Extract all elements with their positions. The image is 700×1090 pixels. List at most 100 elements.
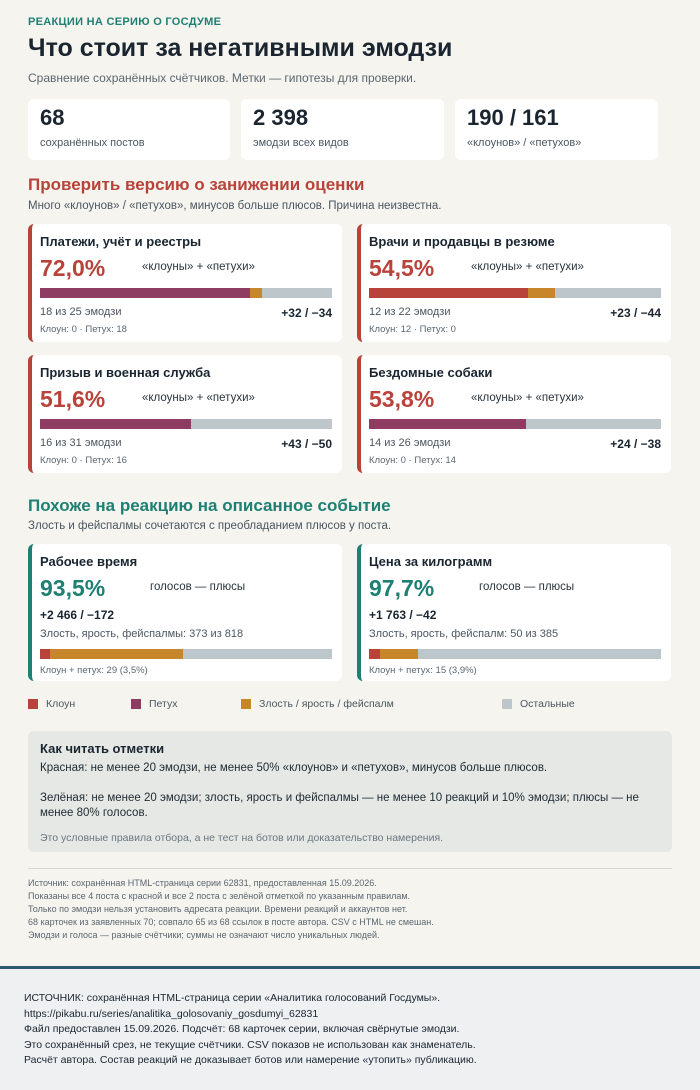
legend-item-anger: Злость / ярость / фейспалм [241,698,394,710]
footer-line: Это сохранённый срез, не текущие счётчик… [24,1038,476,1051]
card-percent-label: «клоуны» + «петухи» [471,392,584,404]
card-delta: +43 / −50 [281,437,332,451]
divider [28,868,672,869]
segment-other [418,649,661,659]
kpi-label: эмодзи всех видов [253,137,349,149]
composition-bar [369,649,661,659]
footer-url: https://pikabu.ru/series/analitika_golos… [24,1007,319,1020]
green-card: Цена за килограмм 97,7% голосов — плюсы … [357,544,671,681]
card-title: Цена за килограмм [369,554,493,569]
composition-bar [40,288,332,298]
segment-other [183,649,332,659]
note-green-rule: Зелёная: не менее 20 эмодзи; злость, яро… [40,792,639,819]
note-red-rule: Красная: не менее 20 эмодзи, не менее 50… [40,762,548,774]
source-notes: Источник: сохранённая HTML-страница сери… [28,877,434,942]
page-subtitle: Сравнение сохранённых счётчиков. Метки —… [28,71,417,85]
composition-bar [369,419,661,429]
segment-rooster [369,419,527,429]
legend-label: Клоун [46,698,76,710]
red-card: Бездомные собаки 53,8% «клоуны» + «петух… [357,355,671,473]
segment-other [190,419,332,429]
source-line: 68 карточек из заявленных 70; совпало 65… [28,917,434,927]
legend-swatch [241,699,251,709]
composition-bar [40,649,332,659]
card-percent: 97,7% [369,575,435,601]
card-title: Призыв и военная служба [40,365,211,380]
card-title: Платежи, учёт и реестры [40,234,202,249]
card-breakdown: Клоун: 12 · Петух: 0 [369,324,456,335]
page-title: Что стоит за негативными эмодзи [28,34,453,62]
card-breakdown: Клоун + петух: 29 (3,5%) [40,665,148,676]
red-card: Призыв и военная служба 51,6% «клоуны» +… [28,355,342,473]
card-percent: 72,0% [40,255,106,281]
segment-other [261,288,332,298]
legend-item-rooster: Петух [131,698,177,710]
note-title: Как читать отметки [40,741,165,756]
kpi-label: «клоунов» / «петухов» [467,137,582,149]
red-card: Платежи, учёт и реестры 72,0% «клоуны» +… [28,224,342,342]
legend-item-other: Остальные [502,698,575,710]
card-percent: 51,6% [40,386,106,412]
footer-line: ИСТОЧНИК: сохранённая HTML-страница сери… [24,992,441,1004]
source-line: Эмодзи и голоса — разные счётчики; суммы… [28,930,380,940]
segment-other [554,288,661,298]
kpi-value: 190 / 161 [467,105,559,130]
card-delta: +23 / −44 [610,306,661,320]
legend-label: Остальные [520,698,575,710]
kpi-emoji: 2 398 эмодзи всех видов [241,99,444,160]
card-delta: +24 / −38 [610,437,661,451]
how-to-read-note: Как читать отметки Красная: не менее 20 … [28,731,672,852]
segment-anger [528,288,555,298]
legend-item-clown: Клоун [28,698,75,710]
segment-rooster [40,288,251,298]
source-line: Источник: сохранённая HTML-страница сери… [28,878,377,888]
card-title: Врачи и продавцы в резюме [369,234,555,249]
card-percent-label: «клоуны» + «петухи» [142,261,255,273]
card-anger-line: Злость, ярость, фейспалмы: 373 из 818 [40,628,244,640]
card-percent-label: «клоуны» + «петухи» [471,261,584,273]
source-line: Только по эмодзи нельзя установить адрес… [28,904,408,914]
kpi-label: сохранённых постов [40,137,145,149]
red-section-subtitle: Много «клоунов» / «петухов», минусов бол… [28,200,442,212]
legend-swatch [131,699,141,709]
segment-anger [250,288,262,298]
kpi-value: 68 [40,105,65,130]
card-breakdown: Клоун: 0 · Петух: 18 [40,324,127,335]
composition-bar [40,419,332,429]
red-card: Врачи и продавцы в резюме 54,5% «клоуны»… [357,224,671,342]
source-line: Показаны все 4 поста с красной и все 2 п… [28,891,411,901]
segment-clown [369,649,381,659]
card-count: 14 из 26 эмодзи [369,437,451,449]
segment-other [526,419,661,429]
card-delta: +32 / −34 [281,306,332,320]
footer-line: Расчёт автора. Состав реакций не доказыв… [24,1054,477,1066]
card-percent: 93,5% [40,575,106,601]
card-count: 12 из 22 эмодзи [369,306,451,318]
footer-line: Файл предоставлен 15.09.2026. Подсчёт: 6… [24,1023,460,1035]
segment-rooster [40,419,191,429]
card-percent-label: «клоуны» + «петухи» [142,392,255,404]
segment-clown [369,288,529,298]
card-count: 18 из 25 эмодзи [40,306,122,318]
legend-label: Злость / ярость / фейспалм [259,698,394,710]
green-section-title: Похоже на реакцию на описанное событие [28,496,391,515]
card-delta: +2 466 / −172 [40,608,115,622]
card-percent: 53,8% [369,386,435,412]
card-title: Рабочее время [40,554,138,569]
card-breakdown: Клоун + петух: 15 (3,9%) [369,665,477,676]
footer: ИСТОЧНИК: сохранённая HTML-страница сери… [0,966,700,1090]
kpi-value: 2 398 [253,105,309,130]
legend-swatch [28,699,38,709]
card-percent-label: голосов — плюсы [479,581,575,593]
segment-clown [40,649,51,659]
segment-anger [380,649,419,659]
card-percent: 54,5% [369,255,435,281]
composition-bar [369,288,661,298]
green-card: Рабочее время 93,5% голосов — плюсы +2 4… [28,544,342,681]
card-breakdown: Клоун: 0 · Петух: 16 [40,455,127,466]
card-title: Бездомные собаки [369,365,493,380]
legend: Клоун Петух Злость / ярость / фейспалм О… [28,698,672,714]
card-count: 16 из 31 эмодзи [40,437,122,449]
segment-anger [50,649,184,659]
card-percent-label: голосов — плюсы [150,581,246,593]
